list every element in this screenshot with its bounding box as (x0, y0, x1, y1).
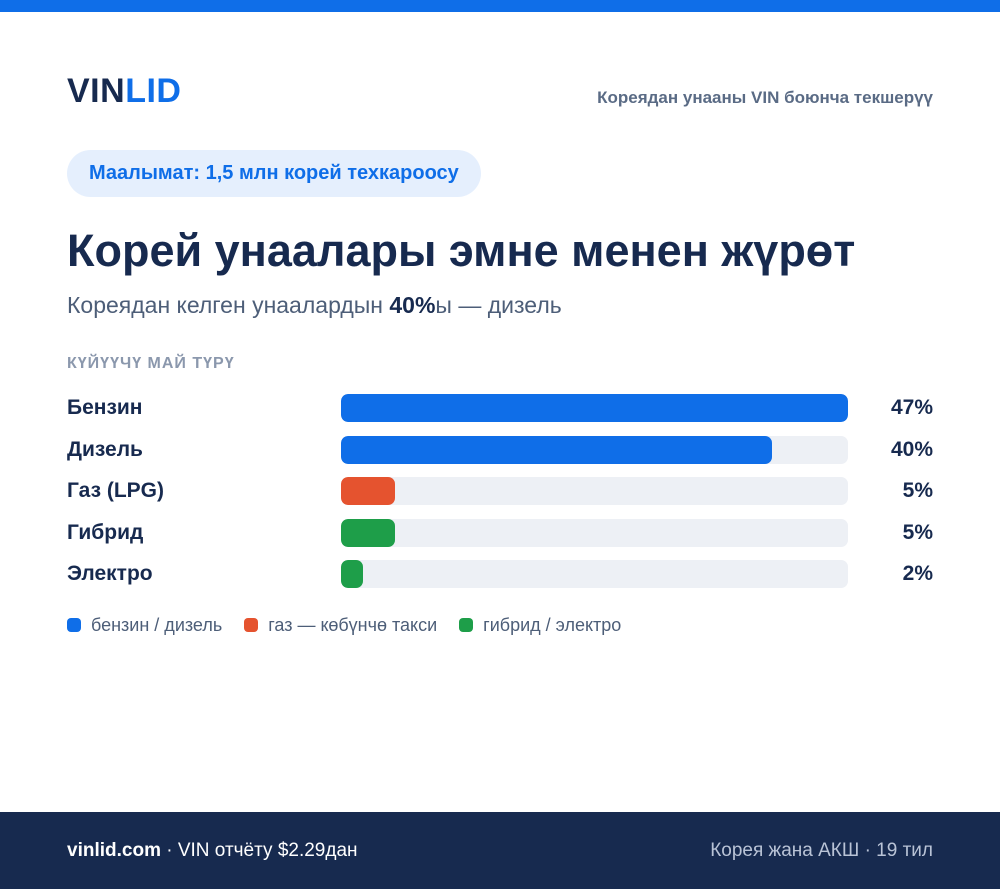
chart-title: КҮЙҮҮЧҮ МАЙ ТҮРҮ (67, 355, 235, 372)
bar-row: Газ (LPG) 5% (67, 476, 933, 506)
bar-value-label: 47% (890, 396, 933, 419)
bar-track (341, 394, 848, 422)
bar-category-label: Газ (LPG) (67, 479, 164, 502)
bar-category-label: Электро (67, 562, 153, 585)
footer-right: Корея жана АКШ · 19 тил (710, 840, 933, 861)
footer: vinlid.com · VIN отчёту $2.29дан Корея ж… (0, 812, 1000, 889)
bar-value-label: 2% (902, 562, 933, 585)
bar-track (341, 560, 848, 588)
bar-row: Бензин 47% (67, 393, 933, 423)
footer-site-link[interactable]: vinlid.com (67, 840, 161, 861)
subtitle-highlight: 40% (389, 292, 436, 318)
legend-swatch (67, 618, 81, 632)
legend-swatch (459, 618, 474, 632)
bar-row: Гибрид 5% (67, 518, 933, 548)
logo-part-lid: LID (125, 72, 182, 110)
bar-fill (341, 477, 395, 505)
bar-fill (341, 518, 395, 547)
top-accent-bar (0, 0, 1000, 12)
footer-offer: · VIN отчёту $2.29дан (160, 840, 358, 861)
bar-fill (341, 435, 773, 464)
bar-fill (341, 394, 848, 422)
bar-track (341, 518, 848, 547)
info-pill: Маалымат: 1,5 млн корей техкароосу (67, 150, 481, 197)
bar-value-label: 5% (902, 520, 933, 544)
legend-item: гибрид / электро (459, 615, 621, 636)
legend-label: гибрид / электро (483, 614, 622, 635)
bar-value-label: 5% (902, 479, 933, 502)
subtitle-suffix: ы — дизель (435, 292, 562, 318)
legend-label: бензин / дизель (91, 614, 223, 635)
legend-label: газ — көбүнчө такси (268, 614, 438, 635)
subtitle-prefix: Кореядан келген унаалардын (67, 292, 390, 318)
bar-row: Электро 2% (67, 559, 933, 589)
bar-row: Дизель 40% (67, 435, 933, 465)
chart-legend: бензин / дизель газ — көбүнчө такси гибрид… (67, 612, 643, 638)
footer-left: vinlid.com · VIN отчёту $2.29дан (67, 812, 358, 889)
bar-track (341, 477, 848, 505)
logo-part-vin: VIN (67, 72, 126, 110)
page-title: Корей унаалары эмне менен жүрөт (67, 225, 856, 276)
page-subtitle: Кореядан келген унаалардын 40%ы — дизель (67, 290, 562, 320)
bar-category-label: Бензин (67, 396, 143, 419)
bar-value-label: 40% (890, 437, 933, 461)
legend-swatch (244, 618, 259, 632)
bar-track (341, 435, 848, 464)
vinlid-logo[interactable]: VINLID (67, 70, 181, 112)
legend-item: бензин / дизель (67, 615, 222, 636)
bar-category-label: Гибрид (67, 520, 144, 544)
bar-category-label: Дизель (67, 437, 143, 461)
legend-item: газ — көбүнчө такси (244, 615, 437, 636)
bar-fill (341, 560, 363, 588)
header-tagline: Кореядан унааны VIN боюнча текшерүү (597, 88, 933, 107)
